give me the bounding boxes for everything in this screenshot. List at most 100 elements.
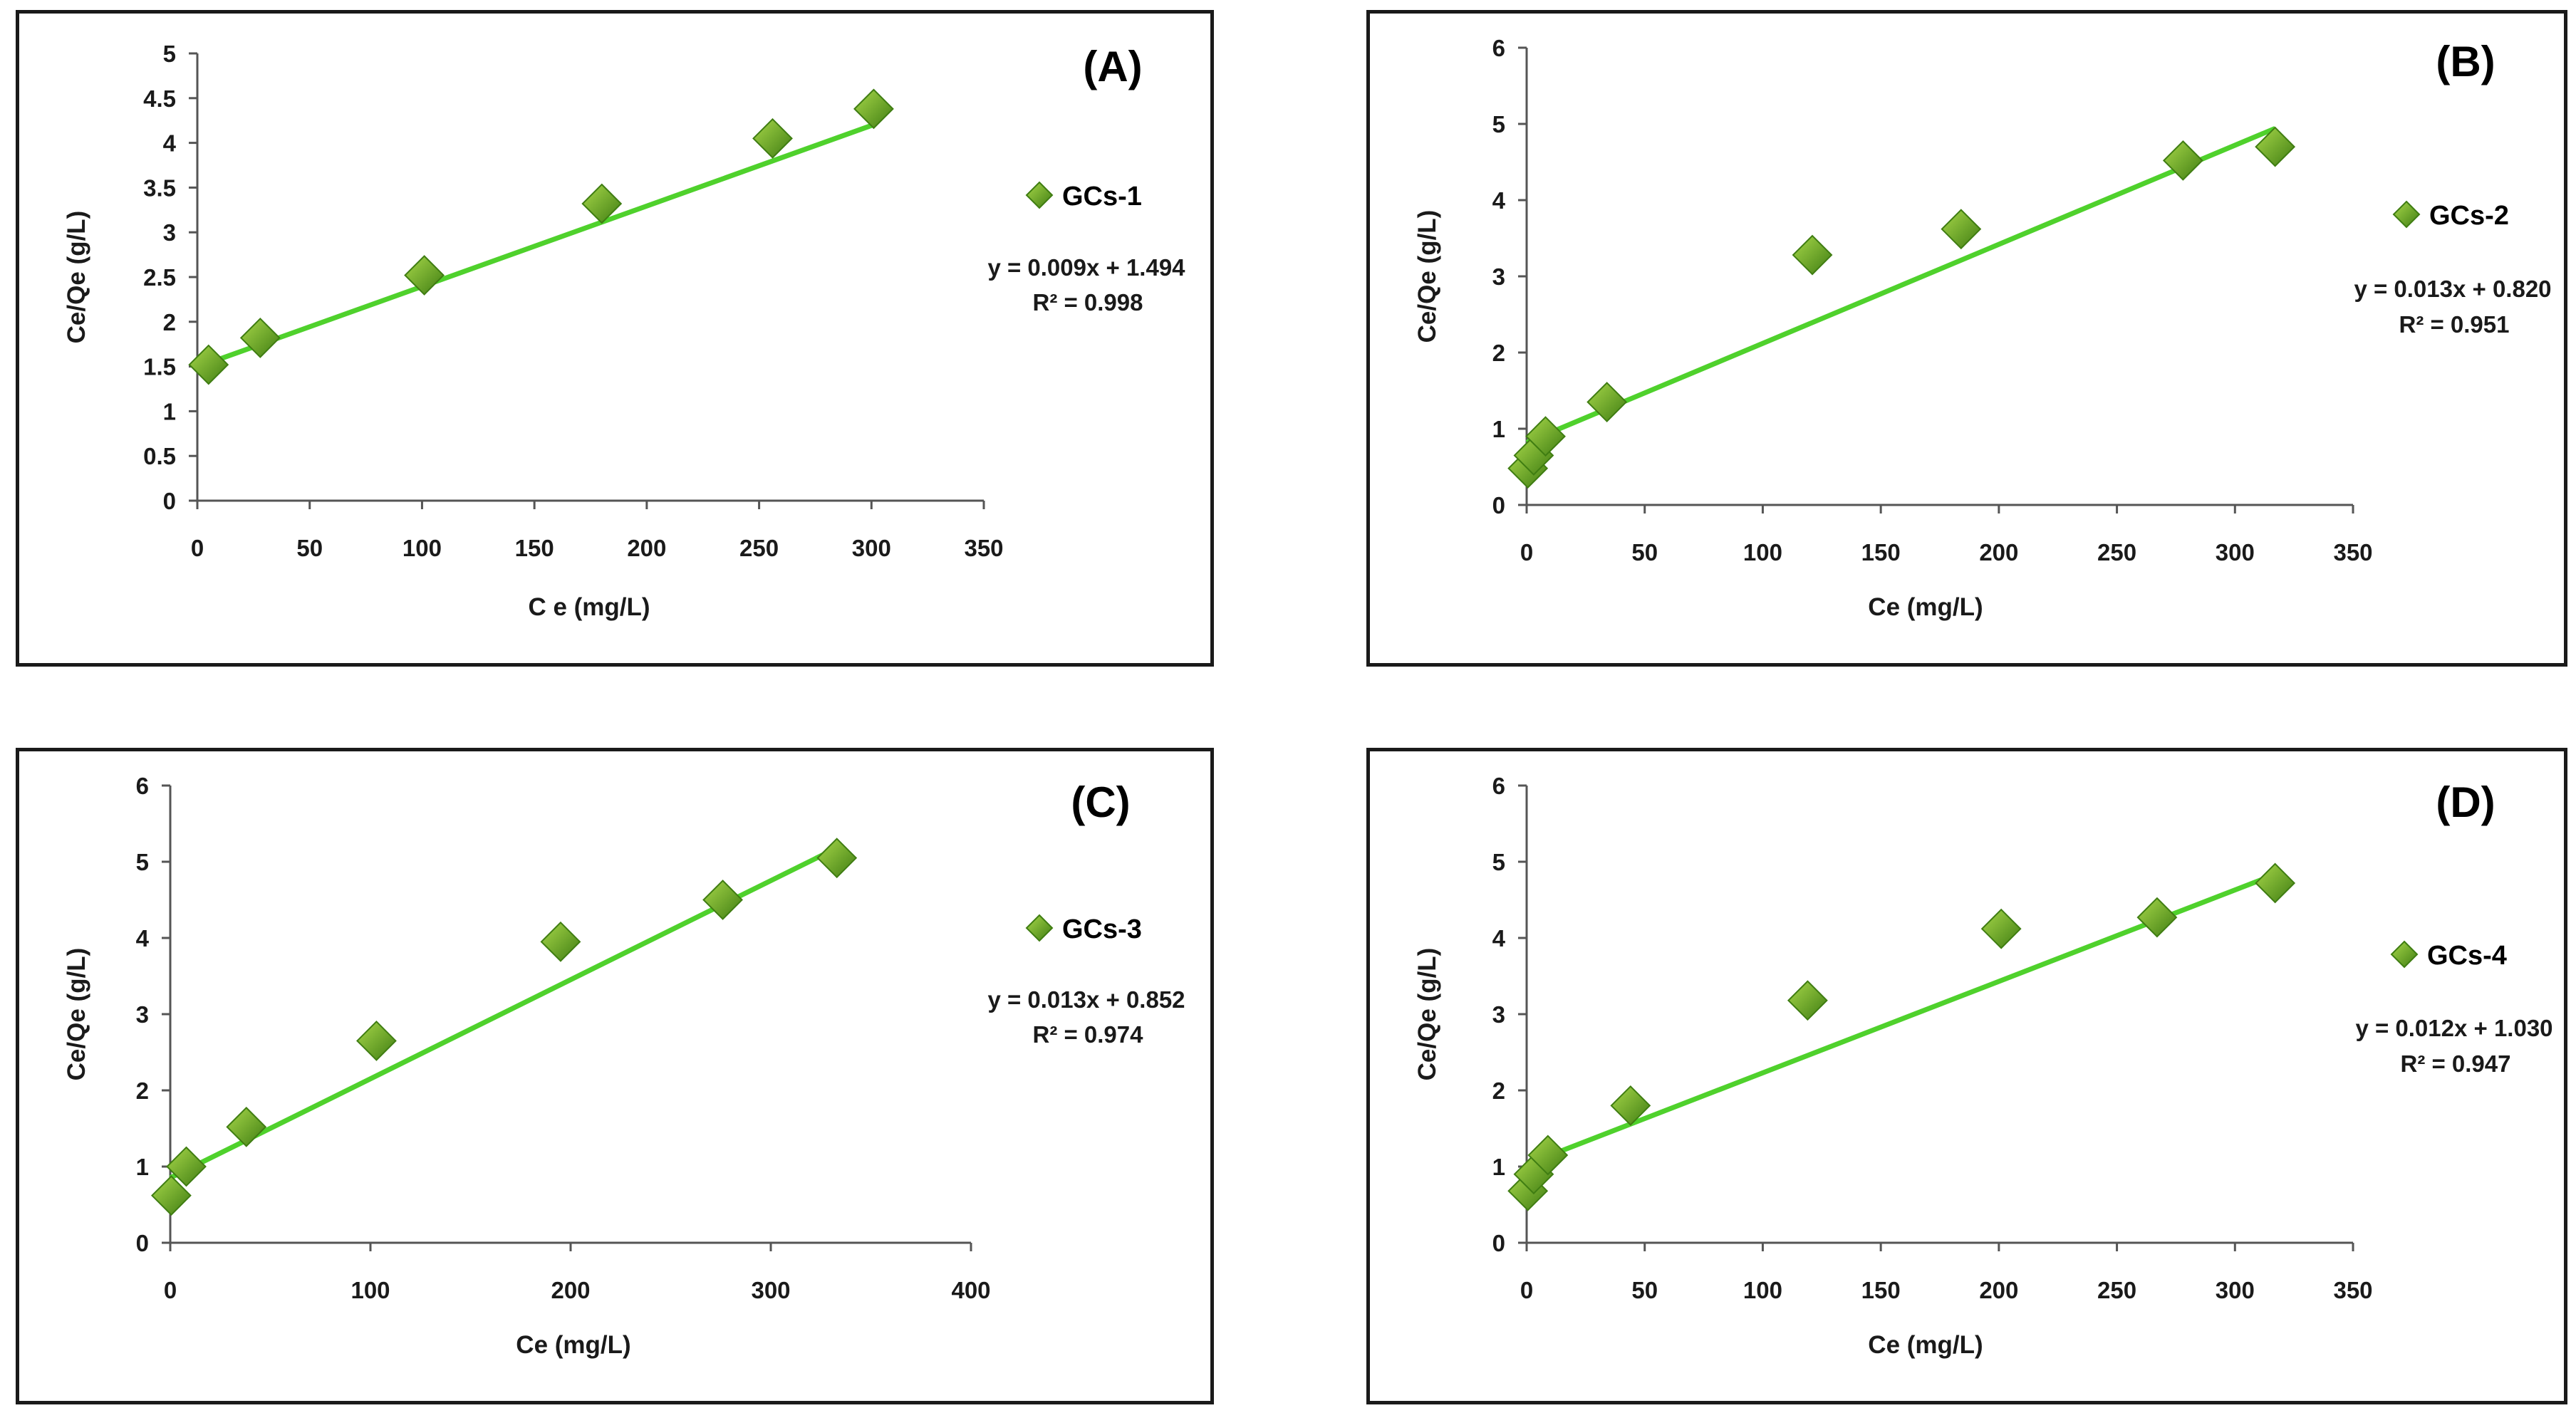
data-point [188,344,229,385]
trend-equation: y = 0.012x + 1.030 [2355,1015,2552,1041]
y-tick-label: 2.5 [143,264,176,291]
chart-svg: 0 1 2 3 4 5 6 0 100 200 300 400 Ce (mg/L) Ce/Qe (g/L)… [63,773,1185,1359]
y-tick-label: 3 [1492,264,1505,290]
legend-marker-icon [1025,181,1054,209]
x-tick-label: 250 [2097,1277,2136,1303]
chart-panel-d: 0 1 2 3 4 5 6 0 50 100 150 200 250 300 350 Ce (mg/L) Ce/… [1366,748,2567,1404]
y-tick-label: 4.5 [143,85,176,112]
x-tick-label: 50 [296,535,323,561]
data-point [166,1146,207,1187]
data-point [1527,1135,1569,1176]
data-point [1610,1085,1651,1126]
x-axis-title: Ce (mg/L) [516,1331,630,1359]
x-tick-label: 100 [350,1277,390,1303]
panel-label: (C) [1071,778,1130,826]
x-axis-title: Ce (mg/L) [1868,593,1983,621]
x-tick-label: 200 [627,535,666,561]
y-tick-label: 3 [136,1001,149,1028]
data-point [1980,908,2022,949]
r-squared: R² = 0.998 [1032,289,1143,316]
data-point [581,183,623,224]
y-tick-label: 6 [1492,773,1505,799]
y-tick-label: 1 [136,1154,149,1180]
x-tick-label: 200 [1979,539,2018,565]
trend-equation: y = 0.009x + 1.494 [987,254,1185,281]
y-tick-label: 6 [1492,35,1505,61]
chart-svg: 0 1 2 3 4 5 6 0 50 100 150 200 250 300 350 Ce (mg/L) Ce/… [1413,35,2552,621]
panel-label: (B) [2436,38,2495,85]
y-tick-label: 6 [136,773,149,799]
y-tick-label: 0.5 [143,443,176,469]
x-tick-label: 150 [1861,1277,1901,1303]
y-tick-label: 3 [1492,1001,1505,1028]
y-axis-title: Ce/Qe (g/L) [1413,948,1441,1081]
x-tick-label: 0 [191,535,204,561]
x-axis-title: C e (mg/L) [528,593,650,621]
x-tick-label: 100 [1743,1277,1782,1303]
x-tick-label: 250 [739,535,779,561]
data-point [1792,234,1833,276]
panel-label: (D) [2436,778,2495,826]
legend-label: GCs-4 [2427,941,2507,971]
x-tick-label: 150 [515,535,554,561]
data-point [1525,416,1566,457]
data-point [2255,862,2296,904]
y-tick-label: 1.5 [143,354,176,380]
y-tick-label: 0 [163,488,176,514]
x-tick-label: 300 [852,535,891,561]
y-tick-label: 0 [1492,492,1505,518]
legend-marker-icon [2392,200,2421,229]
y-tick-label: 5 [163,41,176,67]
x-tick-label: 300 [751,1277,790,1303]
data-point [702,880,743,920]
legend-marker-icon [1025,914,1054,942]
legend-label: GCs-2 [2429,201,2509,231]
x-tick-label: 350 [2333,539,2372,565]
data-point [1941,209,1982,250]
y-axis-title: Ce/Qe (g/L) [1413,210,1441,343]
chart-panel-a: 0 0.5 1 1.5 2 2.5 3 3.5 4 4.5 5 0 50 100 150 200 250 300 3… [16,10,1214,667]
y-tick-label: 1 [1492,416,1505,442]
y-tick-label: 0 [1492,1230,1505,1256]
data-point [2162,140,2203,181]
y-tick-label: 5 [1492,111,1505,137]
trendline [1525,126,2276,445]
x-tick-label: 0 [1520,1277,1533,1303]
x-tick-label: 400 [951,1277,990,1303]
x-tick-label: 0 [1520,539,1533,565]
y-tick-label: 3 [163,219,176,246]
y-tick-label: 2 [1492,1078,1505,1104]
x-tick-label: 350 [964,535,1003,561]
x-tick-label: 50 [1631,1277,1658,1303]
x-tick-label: 0 [164,1277,177,1303]
trend-equation: y = 0.013x + 0.820 [2354,276,2551,302]
y-tick-label: 4 [1492,187,1506,214]
data-point [1586,382,1628,422]
y-tick-label: 2 [163,309,176,335]
y-axis-title: Ce/Qe (g/L) [63,948,90,1081]
data-point [239,317,281,358]
legend-label: GCs-3 [1062,914,1142,944]
y-tick-label: 4 [163,130,177,157]
trend-equation: y = 0.013x + 0.852 [987,986,1185,1013]
x-tick-label: 100 [402,535,442,561]
y-tick-label: 2 [1492,340,1505,366]
data-point [540,921,581,962]
chart-panel-b: 0 1 2 3 4 5 6 0 50 100 150 200 250 300 350 Ce (mg/L) Ce/… [1366,10,2567,667]
y-tick-label: 1 [163,398,176,424]
data-point [226,1106,267,1147]
y-tick-label: 0 [136,1230,149,1256]
chart-panel-c: 0 1 2 3 4 5 6 0 100 200 300 400 Ce (mg/L) Ce/Qe (g/L)… [16,748,1214,1404]
r-squared: R² = 0.947 [2400,1050,2510,1077]
data-point [356,1021,397,1061]
data-point [816,838,858,879]
x-axis-title: Ce (mg/L) [1868,1331,1983,1359]
data-point [150,1175,192,1216]
data-point [752,118,793,159]
x-tick-label: 250 [2097,539,2136,565]
chart-svg: 00.511.522.533.544.550 50 100 150 200 250 300 3… [63,41,1185,621]
panel-label: (A) [1083,43,1142,90]
y-axis-title: Ce/Qe (g/L) [63,211,90,344]
r-squared: R² = 0.951 [2399,311,2509,338]
x-tick-label: 300 [2216,1277,2255,1303]
